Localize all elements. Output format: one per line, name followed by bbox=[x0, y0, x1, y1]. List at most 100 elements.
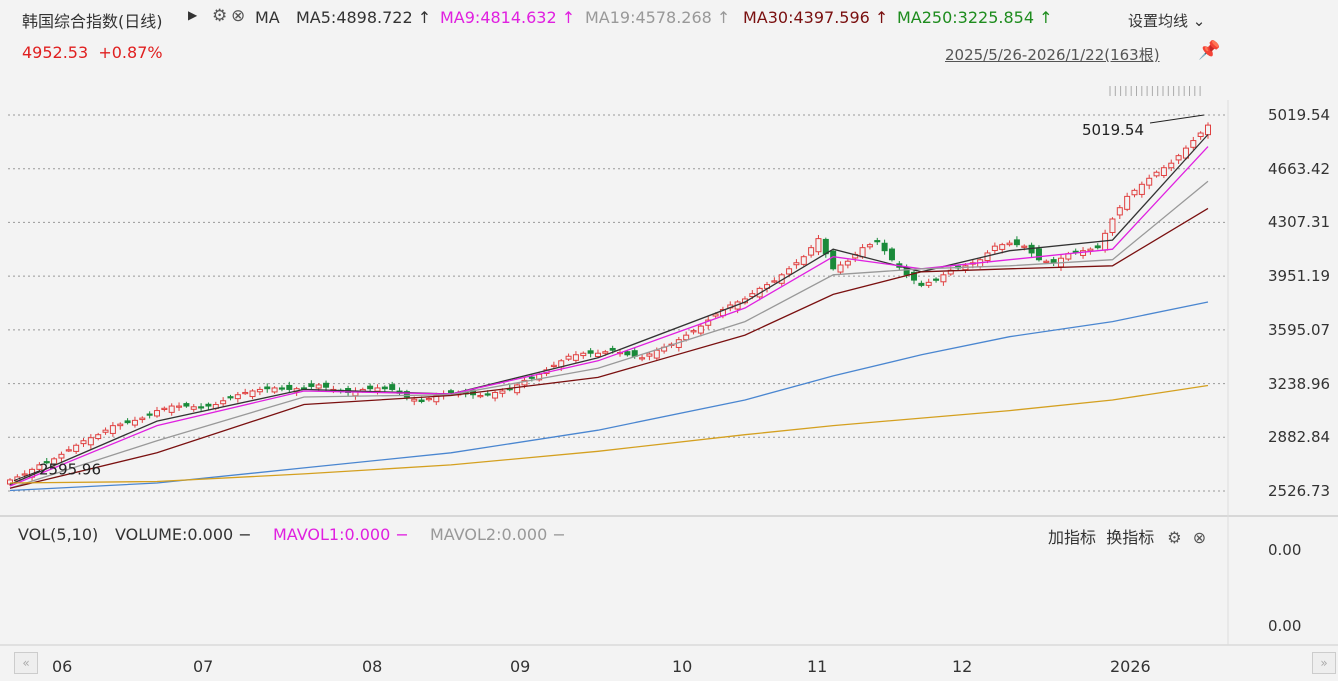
gear-icon[interactable]: ⚙ bbox=[212, 6, 228, 26]
volume-legend-item: MAVOL2:0.000 − bbox=[430, 525, 566, 544]
candle-body bbox=[1160, 167, 1167, 177]
candle-body bbox=[411, 398, 418, 402]
time-tick-label: 07 bbox=[193, 657, 214, 676]
candle-body bbox=[815, 238, 822, 253]
time-tick-label: 06 bbox=[52, 657, 73, 676]
candle-body bbox=[234, 394, 241, 400]
candle-body bbox=[315, 384, 322, 389]
candle-body bbox=[844, 260, 851, 266]
candle-body bbox=[653, 349, 660, 359]
candle-body bbox=[124, 420, 131, 424]
price-tick-label: 3238.96 bbox=[1268, 374, 1331, 393]
candle-body bbox=[800, 256, 807, 265]
candle-body bbox=[624, 351, 631, 356]
candle-body bbox=[367, 385, 374, 390]
candle-body bbox=[117, 423, 124, 427]
candle-body bbox=[1131, 189, 1138, 196]
candle-body bbox=[572, 354, 579, 361]
candle-body bbox=[565, 355, 572, 360]
candle-body bbox=[793, 262, 800, 266]
candle-body bbox=[822, 238, 829, 255]
play-icon[interactable]: ▶ bbox=[188, 8, 198, 22]
candle-body bbox=[1006, 242, 1013, 246]
price-change: +0.87% bbox=[98, 43, 163, 62]
close-icon[interactable]: ⊗ bbox=[1192, 528, 1207, 547]
ma-line-ma250 bbox=[9, 384, 1209, 484]
candle-body bbox=[1205, 124, 1211, 136]
pin-icon[interactable]: 📌 bbox=[1198, 40, 1221, 61]
candle-body bbox=[308, 383, 315, 387]
scroll-right-button[interactable]: » bbox=[1312, 652, 1336, 674]
candle-body bbox=[87, 437, 94, 446]
volume-label: VOL(5,10) bbox=[18, 525, 99, 544]
candle-body bbox=[911, 271, 918, 281]
candle-body bbox=[146, 413, 153, 416]
time-tick-label: 09 bbox=[510, 657, 531, 676]
candle-body bbox=[1050, 259, 1057, 264]
ma-line-ma9 bbox=[9, 146, 1209, 487]
indicator-controls: 加指标 换指标 ⚙ ⊗ bbox=[1048, 524, 1206, 548]
candle-body bbox=[837, 264, 844, 273]
chevron-down-icon: ⌄ bbox=[1192, 12, 1206, 30]
candle-body bbox=[484, 393, 491, 396]
candle-body bbox=[940, 274, 947, 283]
candle-body bbox=[1087, 248, 1094, 252]
candle-body bbox=[1197, 132, 1204, 137]
candle-body bbox=[1109, 218, 1116, 234]
candle-body bbox=[683, 334, 690, 341]
low-annotation: 2595.96 bbox=[39, 461, 101, 479]
candle-body bbox=[389, 384, 396, 390]
candle-body bbox=[1124, 195, 1131, 210]
ma-line-ma120 bbox=[9, 301, 1209, 492]
candle-body bbox=[176, 405, 183, 408]
time-tick-label: 10 bbox=[672, 657, 693, 676]
candle-body bbox=[73, 444, 80, 452]
current-price: 4952.53 +0.87% bbox=[22, 43, 163, 62]
high-annotation: 5019.54 bbox=[1082, 121, 1144, 139]
candle-body bbox=[933, 278, 940, 281]
price-tick-label: 2526.73 bbox=[1268, 482, 1331, 500]
ma-line-ma19 bbox=[9, 180, 1209, 489]
candle-body bbox=[1168, 162, 1175, 169]
close-icon[interactable]: ⊗ bbox=[231, 6, 246, 26]
candle-body bbox=[580, 352, 587, 357]
candle-body bbox=[1175, 155, 1182, 161]
low-arrow bbox=[13, 470, 41, 482]
candle-body bbox=[139, 417, 146, 421]
candle-body bbox=[690, 330, 697, 333]
add-indicator-button[interactable]: 加指标 bbox=[1048, 528, 1097, 547]
gear-icon[interactable]: ⚙ bbox=[1167, 528, 1182, 547]
candle-body bbox=[286, 384, 293, 390]
candle-body bbox=[771, 280, 778, 283]
price-tick-label: 2882.84 bbox=[1268, 428, 1331, 447]
switch-indicator-button[interactable]: 换指标 bbox=[1106, 528, 1155, 547]
ma-settings-button[interactable]: 设置均线 ⌄ bbox=[1128, 10, 1205, 31]
ma-legend-item: MA250:3225.854 ↑ bbox=[897, 8, 1053, 27]
candle-body bbox=[418, 399, 425, 403]
date-range-text: 2025/5/26-2026/1/22(163根) bbox=[945, 46, 1160, 64]
candle-body bbox=[477, 394, 484, 398]
candle-body bbox=[242, 391, 249, 395]
scroll-left-button[interactable]: « bbox=[14, 652, 38, 674]
price-tick-label: 5019.54 bbox=[1268, 106, 1331, 124]
candle-body bbox=[447, 390, 454, 393]
candle-body bbox=[80, 440, 87, 445]
candle-body bbox=[36, 464, 43, 470]
candle-body bbox=[43, 461, 50, 464]
candle-body bbox=[51, 458, 58, 465]
candle-body bbox=[323, 382, 330, 388]
candle-body bbox=[190, 406, 197, 410]
price-value: 4952.53 bbox=[22, 43, 89, 62]
candle-body bbox=[1013, 239, 1020, 246]
candle-body bbox=[403, 391, 410, 398]
candle-body bbox=[1138, 183, 1145, 195]
ma-legend-item: MA5:4898.722 ↑ bbox=[296, 8, 432, 27]
candle-body bbox=[1146, 177, 1153, 186]
candle-body bbox=[21, 473, 28, 476]
candle-body bbox=[918, 282, 925, 286]
candle-body bbox=[712, 313, 719, 317]
candle-body bbox=[1102, 232, 1109, 251]
candle-body bbox=[249, 390, 256, 398]
chart-header: 韩国综合指数(日线) ▶ ⚙ ⊗ MA MA5:4898.722 ↑ MA9:48… bbox=[0, 0, 1338, 40]
